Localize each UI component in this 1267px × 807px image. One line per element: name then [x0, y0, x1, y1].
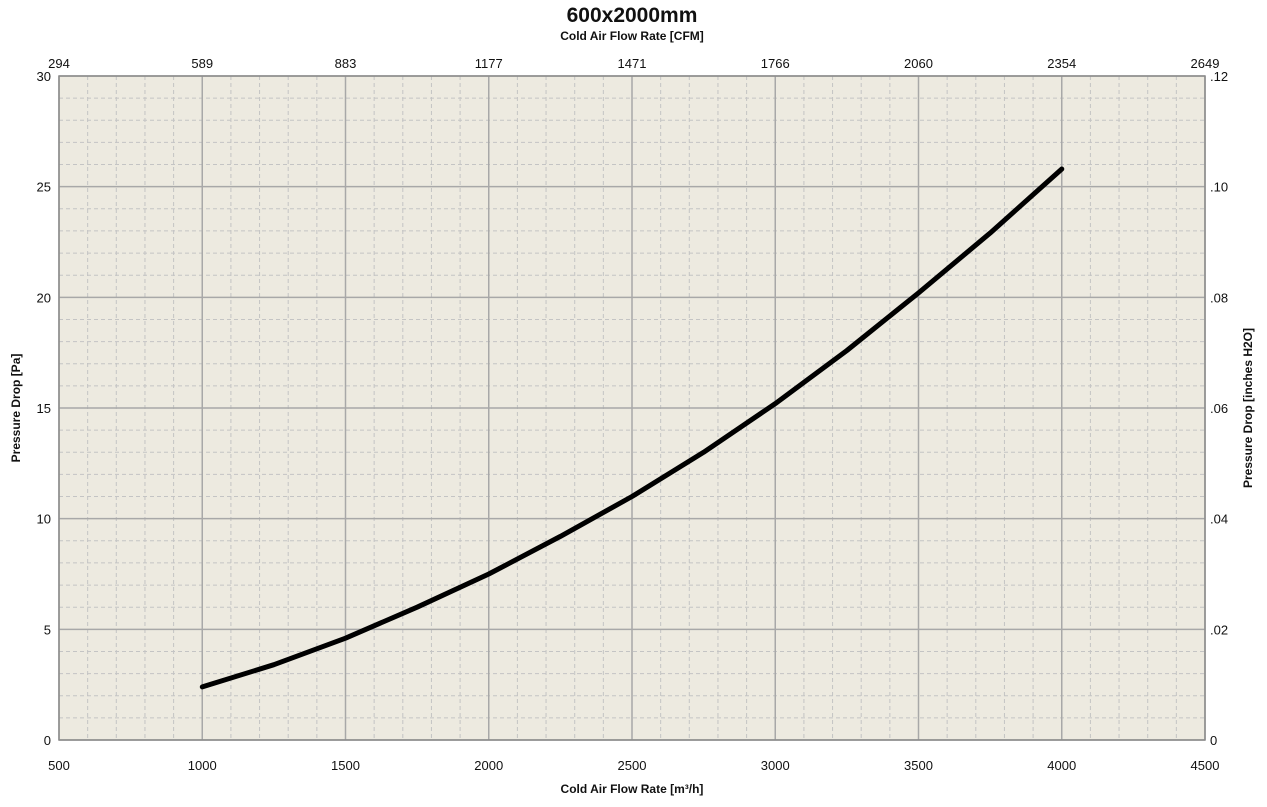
top-x-tick-label: 2649	[1191, 56, 1220, 71]
x-axis-title: Cold Air Flow Rate [m³/h]	[561, 782, 704, 796]
chart-title: 600x2000mm	[567, 4, 698, 27]
x-tick-label: 4500	[1191, 758, 1220, 773]
right-y-tick-label: 0	[1210, 733, 1217, 748]
right-y-tick-label: .04	[1210, 512, 1228, 527]
y-axis-title: Pressure Drop [Pa]	[9, 354, 23, 463]
y-tick-label: 10	[37, 512, 51, 527]
top-x-tick-label: 1766	[761, 56, 790, 71]
plot-frame	[58, 75, 1206, 741]
right-axis-title: Pressure Drop [inches H2O]	[1241, 328, 1255, 488]
top-x-tick-label: 294	[48, 56, 70, 71]
right-y-tick-label: .12	[1210, 69, 1228, 84]
y-tick-label: 0	[44, 733, 51, 748]
x-tick-label: 1500	[331, 758, 360, 773]
top-x-tick-label: 2060	[904, 56, 933, 71]
top-x-tick-label: 883	[335, 56, 357, 71]
x-tick-label: 3000	[761, 758, 790, 773]
top-x-tick-label: 1177	[475, 56, 503, 71]
y-tick-label: 20	[37, 290, 51, 305]
x-tick-label: 3500	[904, 758, 933, 773]
right-y-tick-label: .02	[1210, 622, 1228, 637]
x-tick-label: 500	[48, 758, 70, 773]
y-tick-label: 15	[37, 401, 51, 416]
y-tick-label: 5	[44, 622, 51, 637]
right-y-tick-label: .10	[1210, 180, 1228, 195]
pressure-drop-line	[199, 166, 1065, 690]
x-tick-label: 2500	[618, 758, 647, 773]
y-tick-label: 25	[37, 180, 51, 195]
top-x-tick-label: 589	[191, 56, 213, 71]
y-tick-label: 30	[37, 69, 51, 84]
right-y-tick-label: .06	[1210, 401, 1228, 416]
top-x-tick-label: 1471	[618, 56, 647, 71]
x-tick-label: 2000	[474, 758, 503, 773]
right-y-tick-label: .08	[1210, 290, 1228, 305]
top-axis-title: Cold Air Flow Rate [CFM]	[560, 29, 704, 43]
x-tick-label: 4000	[1047, 758, 1076, 773]
x-tick-label: 1000	[188, 758, 217, 773]
top-x-tick-label: 2354	[1047, 56, 1076, 71]
